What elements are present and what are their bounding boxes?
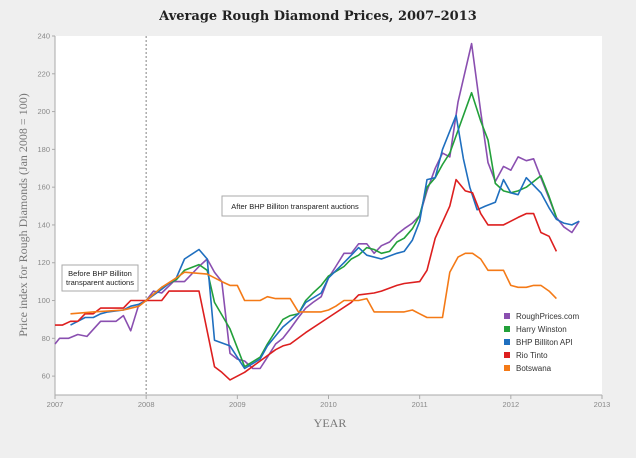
y-tick-label: 240 xyxy=(37,32,50,41)
legend-swatch-harry-winston xyxy=(504,326,510,332)
axes: 60 80 100 120 140 160 180 200 220 240 2007 2008 2009… xyxy=(37,32,610,410)
y-tick-label: 200 xyxy=(37,107,50,116)
x-tick-label: 2012 xyxy=(502,400,519,409)
legend-swatch-rio-tinto xyxy=(504,352,510,358)
annotation-after: After BHP Billiton transparent auctions xyxy=(221,195,369,217)
series-lines xyxy=(54,42,580,381)
legend-label-bhp-billiton-api: BHP Billiton API xyxy=(516,338,573,347)
y-tick-label: 100 xyxy=(37,296,50,305)
y-tick-label: 160 xyxy=(37,183,50,192)
chart-title: Average Rough Diamond Prices, 2007–2013 xyxy=(158,9,477,24)
annotation-before-box xyxy=(61,264,139,292)
legend: RoughPrices.com Harry Winston BHP Billiton… xyxy=(504,312,579,373)
annotation-after-box xyxy=(221,195,369,217)
legend-swatch-roughprices-com xyxy=(504,313,510,319)
y-tick-label: 220 xyxy=(37,69,50,78)
series-line-botswana xyxy=(70,252,557,319)
annotation-before: Before BHP Billiton transparent auctions xyxy=(61,264,139,292)
legend-swatch-botswana xyxy=(504,365,510,371)
x-tick-label: 2011 xyxy=(412,400,428,409)
series-line-rio-tinto xyxy=(55,178,558,381)
series-line-harry-winston xyxy=(145,91,558,368)
x-tick-label: 2013 xyxy=(594,400,611,409)
y-tick-label: 60 xyxy=(42,372,50,381)
x-tick-label: 2008 xyxy=(138,400,155,409)
x-tick-label: 2007 xyxy=(47,400,64,409)
y-tick-label: 120 xyxy=(37,258,50,267)
legend-label-rio-tinto: Rio Tinto xyxy=(516,351,548,360)
legend-label-roughprices-com: RoughPrices.com xyxy=(516,312,579,321)
x-tick-label: 2010 xyxy=(320,400,337,409)
annotation-before-line2: transparent auctions xyxy=(66,278,134,287)
annotation-before-line1: Before BHP Billiton xyxy=(68,269,132,278)
y-tick-label: 80 xyxy=(42,334,50,343)
annotation-after-text: After BHP Billiton transparent auctions xyxy=(231,202,359,211)
x-axis-label: YEAR xyxy=(314,416,347,430)
legend-swatch-bhp-billiton-api xyxy=(504,339,510,345)
x-tick-label: 2009 xyxy=(229,400,246,409)
y-tick-label: 140 xyxy=(37,220,50,229)
legend-label-harry-winston: Harry Winston xyxy=(516,325,567,334)
legend-label-botswana: Botswana xyxy=(516,364,552,373)
y-tick-label: 180 xyxy=(37,145,50,154)
y-axis-label: Price index for Rough Diamonds (Jan 2008… xyxy=(16,93,30,336)
